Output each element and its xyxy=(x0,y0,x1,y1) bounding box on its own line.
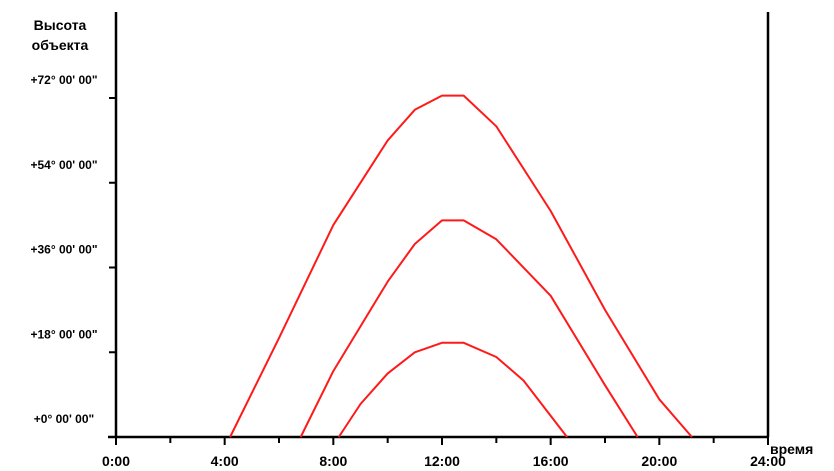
y-tick-label-1: +18° 00' 00" xyxy=(30,327,97,341)
y-axis-label-line-2: объекта xyxy=(32,37,89,53)
altitude-curve-2 xyxy=(299,219,639,438)
altitude-curve-3 xyxy=(337,341,568,438)
y-tick-label-2: +36° 00' 00" xyxy=(30,243,97,257)
x-ticks: 0:00 4:00 8:00 12:00 16:00 20:00 24:00 xyxy=(102,437,786,469)
x-axis-label: время xyxy=(770,441,813,457)
altitude-curve-1 xyxy=(229,94,693,438)
x-tick-label-0: 0:00 xyxy=(102,453,130,469)
x-tick-label-1: 4:00 xyxy=(211,453,239,469)
y-tick-label-3: +54° 00' 00" xyxy=(30,158,97,172)
x-tick-label-5: 20:00 xyxy=(641,453,677,469)
y-axis-label-line-1: Высота xyxy=(34,17,87,33)
y-ticks: +0° 00' 00" +18° 00' 00" +36° 00' 00" +54° … xyxy=(30,73,116,438)
x-tick-label-4: 16:00 xyxy=(533,453,569,469)
x-tick-label-6: 24:00 xyxy=(750,453,786,469)
x-tick-label-3: 12:00 xyxy=(424,453,460,469)
y-tick-label-0: +0° 00' 00" xyxy=(34,412,94,426)
series-group xyxy=(229,94,693,438)
x-tick-label-2: 8:00 xyxy=(319,453,347,469)
y-axis-label: Высота объекта xyxy=(32,17,89,53)
y-tick-label-4: +72° 00' 00" xyxy=(30,73,97,87)
